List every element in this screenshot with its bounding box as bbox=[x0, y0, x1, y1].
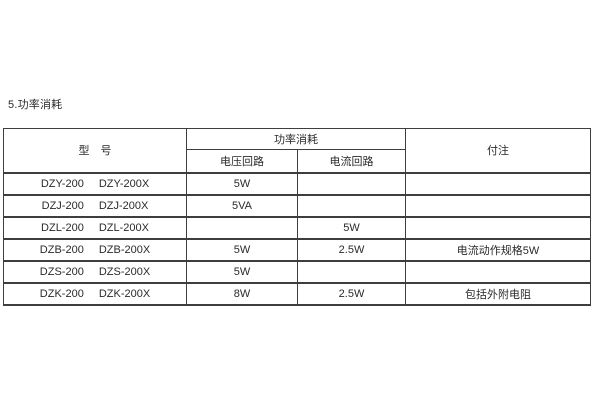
header-voltage-circuit: 电压回路 bbox=[186, 149, 298, 173]
model-name-b: DZB-200X bbox=[98, 243, 151, 256]
table-body: DZY-200 DZY-200X 5W DZJ-200 DZJ-200X 5VA… bbox=[3, 171, 591, 305]
model-cell: DZS-200 DZS-200X bbox=[3, 259, 187, 283]
power-consumption-table: 型 号 功率消耗 付注 电压回路 电流回路 DZY-200 DZY-200X 5… bbox=[3, 128, 591, 306]
table-row: DZJ-200 DZJ-200X 5VA bbox=[3, 193, 591, 217]
table-row: DZY-200 DZY-200X 5W bbox=[3, 171, 591, 195]
note-value: 包括外附电阻 bbox=[405, 281, 591, 305]
current-circuit-value: 2.5W bbox=[297, 281, 406, 305]
model-cell: DZK-200 DZK-200X bbox=[3, 281, 187, 305]
note-value bbox=[405, 215, 591, 239]
table-row: DZB-200 DZB-200X 5W 2.5W 电流动作规格5W bbox=[3, 237, 591, 261]
model-name-a: DZS-200 bbox=[39, 265, 84, 278]
header-row-group: 型 号 功率消耗 付注 bbox=[3, 128, 591, 173]
model-cell: DZL-200 DZL-200X bbox=[3, 215, 187, 239]
model-name-a: DZJ-200 bbox=[41, 199, 84, 212]
model-name-b: DZS-200X bbox=[98, 265, 151, 278]
spec-table: 型 号 功率消耗 付注 电压回路 电流回路 DZY-200 DZY-200X 5… bbox=[3, 128, 591, 306]
voltage-circuit-value: 5W bbox=[186, 237, 298, 261]
note-value: 电流动作规格5W bbox=[405, 237, 591, 261]
model-pair: DZS-200 DZS-200X bbox=[40, 266, 150, 278]
current-circuit-value bbox=[297, 259, 406, 283]
current-circuit-value bbox=[297, 193, 406, 217]
model-name-a: DZL-200 bbox=[41, 221, 84, 234]
table-row: DZL-200 DZL-200X 5W bbox=[3, 215, 591, 239]
current-circuit-value: 2.5W bbox=[297, 237, 406, 261]
model-pair: DZL-200 DZL-200X bbox=[41, 222, 149, 234]
table-row: DZS-200 DZS-200X 5W bbox=[3, 259, 591, 283]
voltage-circuit-value: 5W bbox=[186, 171, 298, 195]
header-row-sub: 电压回路 电流回路 bbox=[4, 149, 591, 173]
model-cell: DZY-200 DZY-200X bbox=[3, 171, 187, 195]
header-note: 付注 bbox=[405, 128, 591, 173]
section-title: 5.功率消耗 bbox=[8, 99, 63, 111]
model-pair: DZB-200 DZB-200X bbox=[40, 244, 150, 256]
model-name-b: DZJ-200X bbox=[98, 199, 149, 212]
model-name-a: DZB-200 bbox=[39, 243, 84, 256]
voltage-circuit-value: 5W bbox=[186, 259, 298, 283]
model-pair: DZJ-200 DZJ-200X bbox=[42, 200, 149, 212]
model-pair: DZY-200 DZY-200X bbox=[41, 178, 149, 190]
model-name-b: DZL-200X bbox=[98, 221, 149, 234]
voltage-circuit-value bbox=[186, 215, 298, 239]
model-name-a: DZY-200 bbox=[40, 177, 84, 190]
model-cell: DZB-200 DZB-200X bbox=[3, 237, 187, 261]
current-circuit-value bbox=[297, 171, 406, 195]
model-name-b: DZK-200X bbox=[98, 287, 151, 300]
note-value bbox=[405, 193, 591, 217]
header-power-consumption: 功率消耗 bbox=[186, 128, 406, 150]
current-circuit-value: 5W bbox=[297, 215, 406, 239]
model-name-b: DZY-200X bbox=[98, 177, 150, 190]
note-value bbox=[405, 259, 591, 283]
table-header: 型 号 功率消耗 付注 电压回路 电流回路 bbox=[3, 128, 591, 173]
table-row: DZK-200 DZK-200X 8W 2.5W 包括外附电阻 bbox=[3, 281, 591, 305]
header-model: 型 号 bbox=[3, 128, 187, 173]
model-pair: DZK-200 DZK-200X bbox=[40, 288, 150, 300]
note-value bbox=[405, 171, 591, 195]
voltage-circuit-value: 8W bbox=[186, 281, 298, 305]
header-current-circuit: 电流回路 bbox=[297, 149, 406, 173]
voltage-circuit-value: 5VA bbox=[186, 193, 298, 217]
model-cell: DZJ-200 DZJ-200X bbox=[3, 193, 187, 217]
model-name-a: DZK-200 bbox=[39, 287, 84, 300]
